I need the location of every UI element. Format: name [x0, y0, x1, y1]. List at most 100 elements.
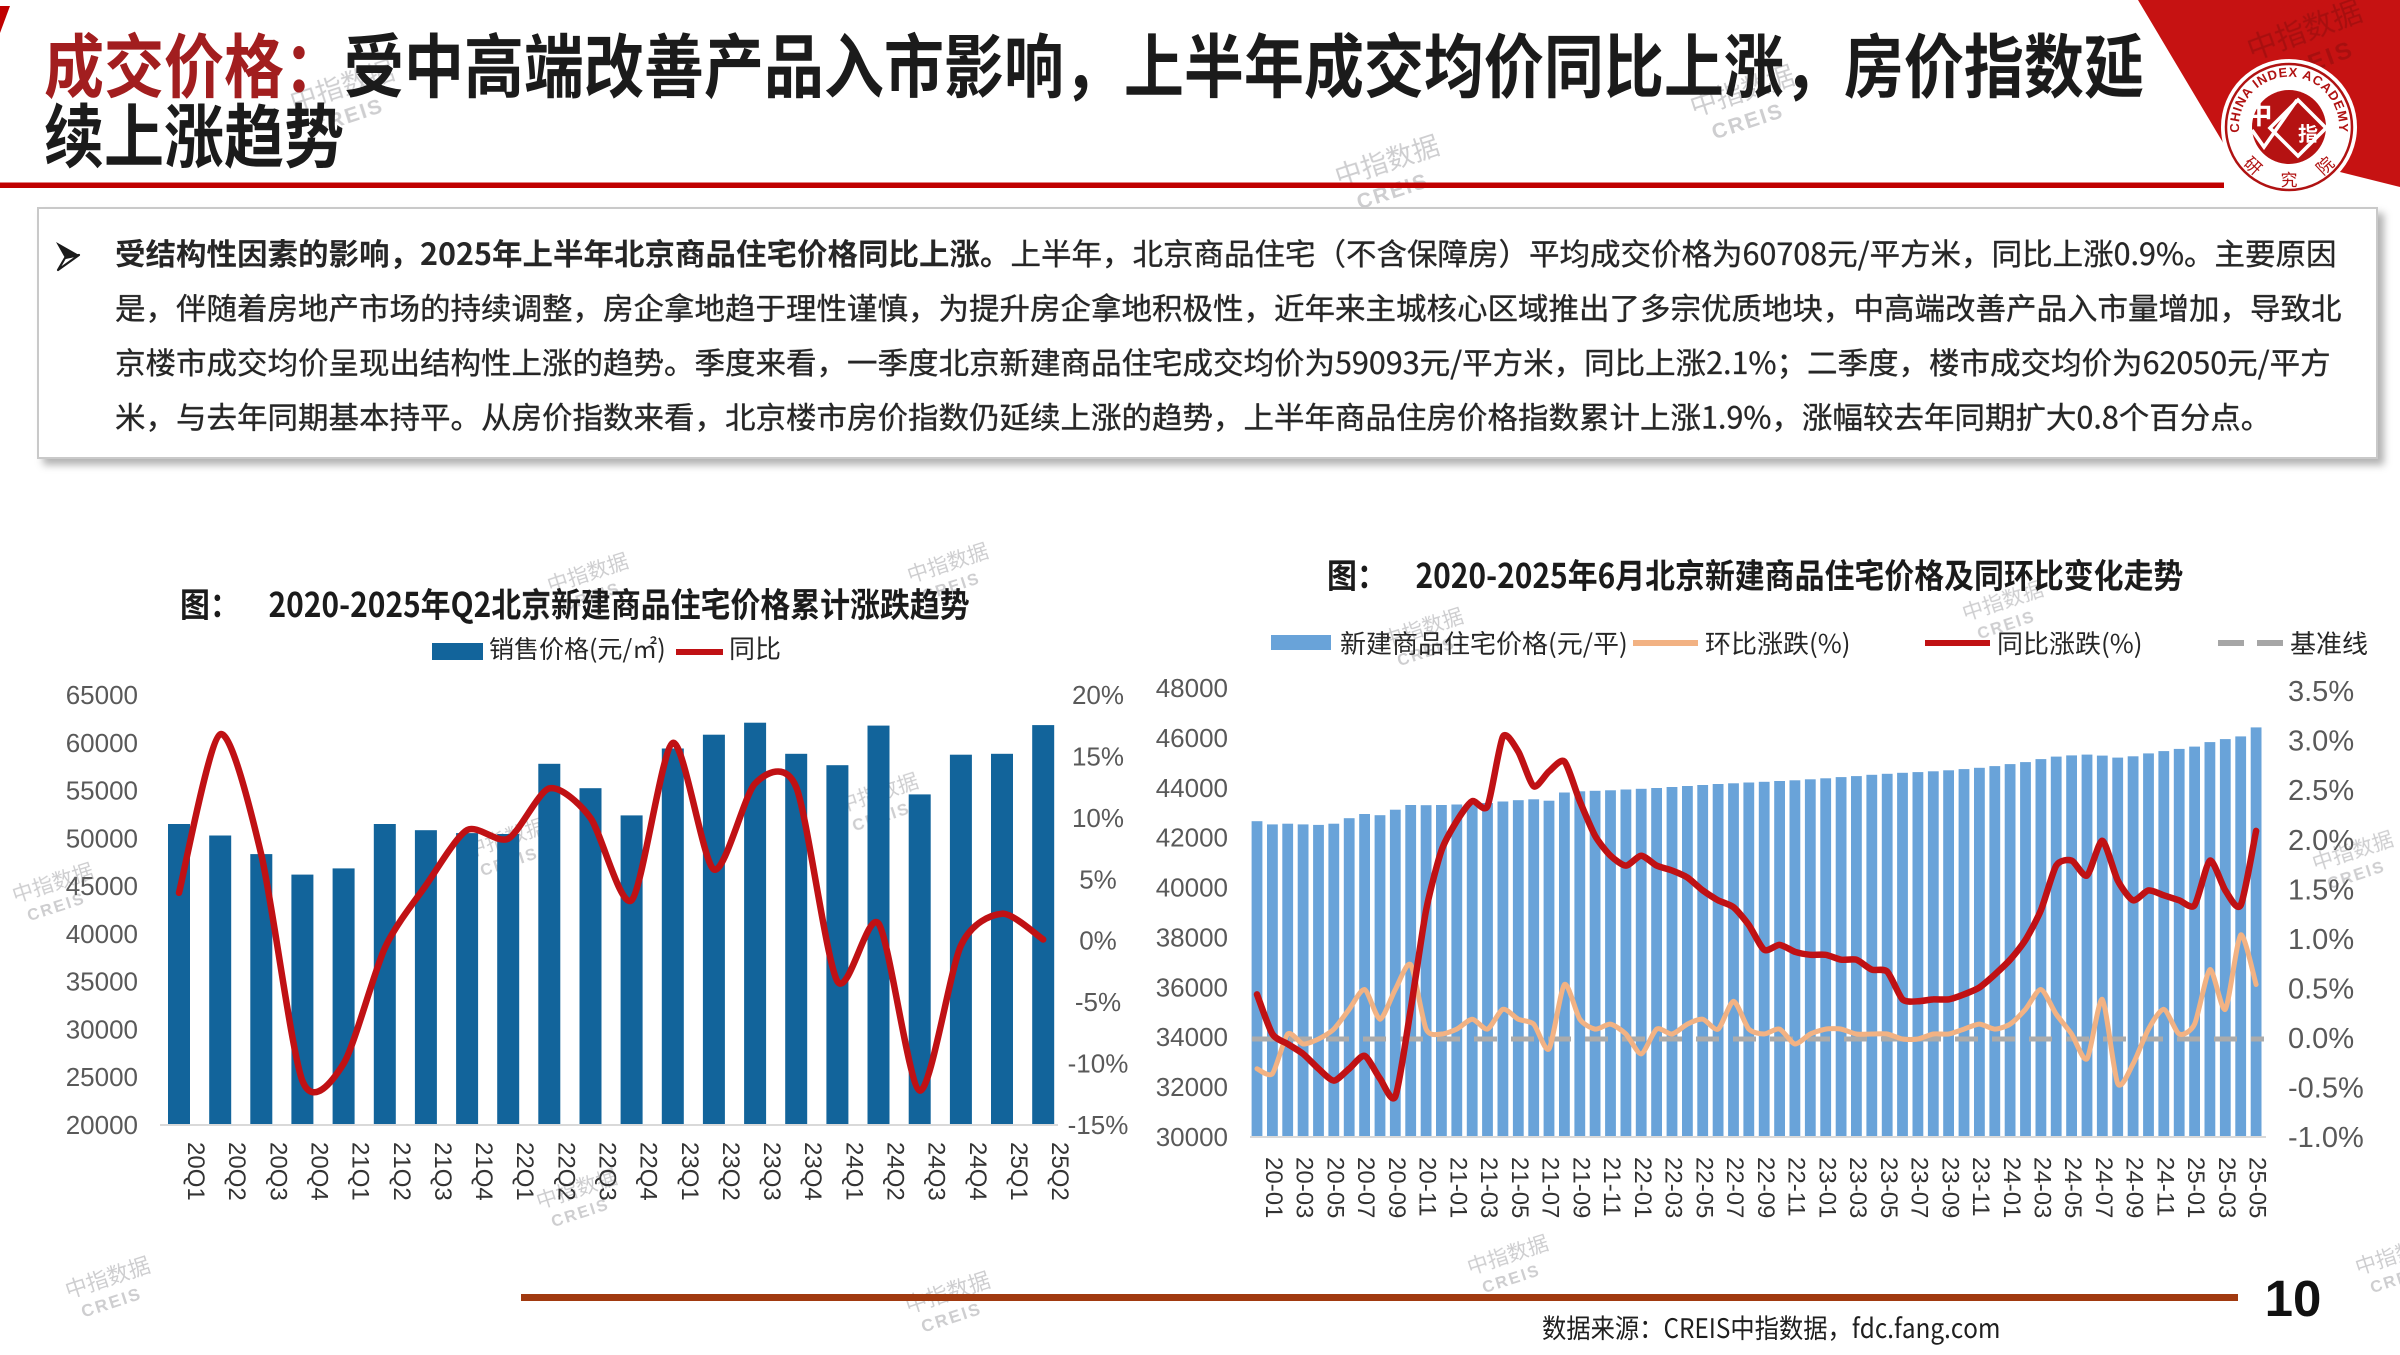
svg-text:25Q2: 25Q2: [1046, 1142, 1073, 1201]
svg-text:44000: 44000: [1156, 773, 1228, 803]
svg-text:23-07: 23-07: [1906, 1157, 1933, 1218]
svg-text:24Q3: 24Q3: [923, 1142, 950, 1201]
svg-text:22-05: 22-05: [1690, 1157, 1717, 1218]
svg-text:34000: 34000: [1156, 1022, 1228, 1052]
svg-text:30000: 30000: [1156, 1122, 1228, 1152]
svg-text:20Q1: 20Q1: [182, 1142, 209, 1201]
svg-text:24-07: 24-07: [2090, 1157, 2117, 1218]
svg-text:23-05: 23-05: [1875, 1157, 1902, 1218]
svg-text:23Q4: 23Q4: [799, 1142, 826, 1201]
svg-text:65000: 65000: [66, 680, 138, 710]
svg-text:24-11: 24-11: [2152, 1157, 2179, 1217]
svg-text:35000: 35000: [66, 967, 138, 997]
svg-text:3.0%: 3.0%: [2288, 726, 2354, 758]
svg-text:23-11: 23-11: [1967, 1157, 1994, 1217]
svg-text:1.5%: 1.5%: [2288, 874, 2354, 906]
svg-text:23Q3: 23Q3: [758, 1142, 785, 1201]
svg-text:45000: 45000: [66, 871, 138, 901]
svg-text:20Q2: 20Q2: [223, 1142, 250, 1201]
svg-text:22Q4: 22Q4: [635, 1142, 662, 1201]
svg-text:60000: 60000: [66, 728, 138, 758]
svg-text:20-01: 20-01: [1260, 1157, 1287, 1218]
svg-text:20-09: 20-09: [1383, 1157, 1410, 1218]
svg-text:25-03: 25-03: [2213, 1157, 2240, 1218]
svg-text:20-07: 20-07: [1352, 1157, 1379, 1218]
svg-text:22Q3: 22Q3: [594, 1142, 621, 1201]
svg-text:CREIS: CREIS: [1709, 99, 1787, 144]
svg-text:21-07: 21-07: [1537, 1157, 1564, 1218]
svg-text:-5%: -5%: [1075, 987, 1121, 1017]
svg-text:32000: 32000: [1156, 1072, 1228, 1102]
svg-text:24Q1: 24Q1: [840, 1142, 867, 1201]
svg-text:0.0%: 0.0%: [2288, 1023, 2354, 1055]
svg-text:22-09: 22-09: [1752, 1157, 1779, 1218]
svg-text:15%: 15%: [1072, 741, 1124, 771]
svg-text:21Q4: 21Q4: [470, 1142, 497, 1201]
svg-text:21Q2: 21Q2: [388, 1142, 415, 1201]
svg-text:20000: 20000: [66, 1110, 138, 1140]
svg-text:10: 10: [2265, 1270, 2322, 1327]
svg-text:3.5%: 3.5%: [2288, 676, 2354, 708]
svg-text:21-05: 21-05: [1506, 1157, 1533, 1218]
svg-text:20%: 20%: [1072, 680, 1124, 710]
svg-text:22-11: 22-11: [1783, 1157, 1810, 1217]
svg-text:48000: 48000: [1156, 673, 1228, 703]
svg-text:25Q1: 25Q1: [1005, 1142, 1032, 1201]
svg-text:1.0%: 1.0%: [2288, 924, 2354, 956]
svg-text:5%: 5%: [1079, 864, 1117, 894]
svg-text:23Q2: 23Q2: [717, 1142, 744, 1201]
svg-text:2.5%: 2.5%: [2288, 775, 2354, 807]
svg-text:22Q1: 22Q1: [511, 1142, 538, 1201]
svg-text:22-03: 22-03: [1660, 1157, 1687, 1218]
svg-text:30000: 30000: [66, 1014, 138, 1044]
svg-text:25000: 25000: [66, 1062, 138, 1092]
svg-text:25-05: 25-05: [2244, 1157, 2271, 1218]
svg-text:21-03: 21-03: [1475, 1157, 1502, 1218]
svg-text:22Q2: 22Q2: [552, 1142, 579, 1201]
svg-text:24-05: 24-05: [2059, 1157, 2086, 1218]
svg-text:24-01: 24-01: [1998, 1157, 2025, 1218]
svg-text:24-03: 24-03: [2029, 1157, 2056, 1218]
svg-text:50000: 50000: [66, 823, 138, 853]
svg-text:2.0%: 2.0%: [2288, 825, 2354, 857]
svg-text:21Q1: 21Q1: [347, 1142, 374, 1201]
svg-text:20-05: 20-05: [1322, 1157, 1349, 1218]
svg-text:10%: 10%: [1072, 803, 1124, 833]
svg-text:23-01: 23-01: [1813, 1157, 1840, 1218]
svg-text:-15%: -15%: [1068, 1110, 1129, 1140]
svg-text:42000: 42000: [1156, 823, 1228, 853]
svg-text:-0.5%: -0.5%: [2288, 1073, 2364, 1105]
svg-text:24Q2: 24Q2: [882, 1142, 909, 1201]
svg-text:46000: 46000: [1156, 723, 1228, 753]
svg-text:0%: 0%: [1079, 926, 1117, 956]
svg-text:22-07: 22-07: [1721, 1157, 1748, 1218]
svg-text:-10%: -10%: [1068, 1049, 1129, 1079]
svg-text:38000: 38000: [1156, 922, 1228, 952]
svg-text:40000: 40000: [66, 919, 138, 949]
svg-text:23-03: 23-03: [1844, 1157, 1871, 1218]
svg-text:20Q3: 20Q3: [264, 1142, 291, 1201]
svg-text:20-11: 20-11: [1414, 1157, 1441, 1217]
svg-text:23-09: 23-09: [1936, 1157, 1963, 1218]
svg-text:CREIS: CREIS: [919, 1298, 985, 1336]
svg-text:55000: 55000: [66, 776, 138, 806]
svg-text:24-09: 24-09: [2121, 1157, 2148, 1218]
svg-text:25-01: 25-01: [2182, 1157, 2209, 1218]
svg-text:24Q4: 24Q4: [964, 1142, 991, 1201]
svg-text:-1.0%: -1.0%: [2288, 1122, 2364, 1154]
svg-text:22-01: 22-01: [1629, 1157, 1656, 1218]
svg-text:23Q1: 23Q1: [676, 1142, 703, 1201]
svg-text:36000: 36000: [1156, 972, 1228, 1002]
svg-text:CREIS: CREIS: [2368, 1261, 2400, 1297]
svg-text:CREIS: CREIS: [79, 1283, 145, 1321]
svg-text:21-11: 21-11: [1598, 1157, 1625, 1217]
svg-text:0.5%: 0.5%: [2288, 974, 2354, 1006]
svg-text:20-03: 20-03: [1291, 1157, 1318, 1218]
svg-text:21-01: 21-01: [1444, 1157, 1471, 1218]
svg-text:20Q4: 20Q4: [305, 1142, 332, 1201]
svg-text:CREIS: CREIS: [1480, 1261, 1543, 1297]
svg-text:CREIS: CREIS: [549, 1195, 612, 1231]
svg-text:40000: 40000: [1156, 873, 1228, 903]
svg-text:21-09: 21-09: [1567, 1157, 1594, 1218]
svg-text:21Q3: 21Q3: [429, 1142, 456, 1201]
